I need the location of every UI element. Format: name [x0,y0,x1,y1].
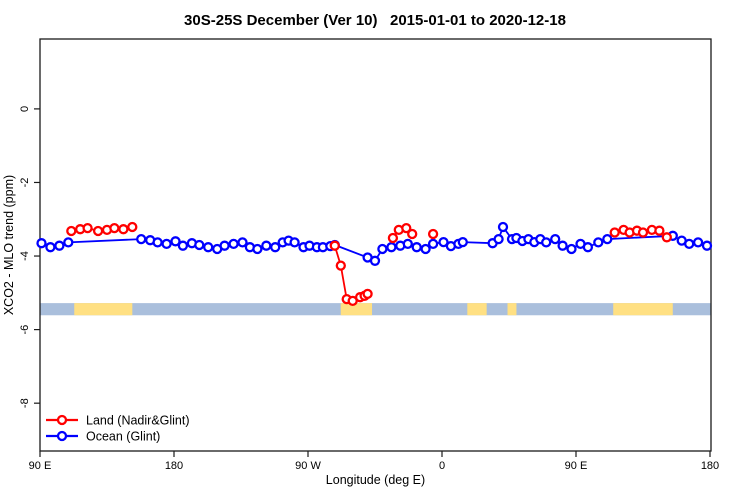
data-point [402,238,413,250]
data-point [289,237,300,248]
data-point [701,240,713,251]
data-point [550,233,561,245]
data-point [386,242,397,253]
data-point [45,242,56,253]
y-tick-label: -6 [19,325,31,335]
y-tick-label: -4 [19,251,31,261]
data-point [54,240,65,251]
data-point [109,222,120,234]
data-point [228,238,239,250]
data-point [637,227,649,238]
data-point [66,225,77,237]
x-axis-label: Longitude (deg E) [326,473,425,487]
data-point [377,243,388,255]
data-point [136,233,147,245]
data-point [219,240,230,251]
data-point [427,228,439,240]
data-point [252,243,263,255]
series-land [66,221,672,307]
data-point [420,243,431,255]
x-tick-label: 90 W [295,460,321,472]
legend-label: Ocean (Glint) [86,430,160,444]
data-point [609,227,620,238]
ocean-strip [40,303,711,316]
data-point [692,237,704,248]
data-point [152,237,163,248]
data-point [582,242,594,253]
data-point [411,242,422,253]
data-point [335,260,346,271]
data-point [329,240,340,251]
data-point [438,236,449,248]
data-point [684,238,695,250]
series-ocean [36,221,713,266]
x-tick-label: 180 [165,460,183,472]
chart-title: 30S-25S December (Ver 10) 2015-01-01 to … [184,12,566,29]
land-strip-segment [613,303,673,316]
data-point [270,242,281,253]
y-tick-label: -2 [19,178,31,188]
data-point [362,288,373,300]
legend: Land (Nadir&Glint) Ocean (Glint) [46,414,190,444]
data-point [593,237,604,248]
data-point [261,240,272,251]
data-point [194,239,205,251]
plot-border [39,38,712,452]
data-point [407,228,418,240]
land-strip-segment [507,303,517,316]
data-point [369,255,381,266]
y-axis-label: XCO2 - MLO trend (ppm) [2,175,16,315]
data-point [237,237,248,248]
data-point [401,222,412,234]
data-point [82,222,93,234]
land-strip-segment [340,303,373,316]
data-point [203,242,214,253]
x-tick-label: 0 [439,460,445,472]
x-tick-label: 90 E [565,460,588,472]
data-point [63,237,74,248]
data-point [127,221,138,233]
x-tick-label: 90 E [29,460,52,472]
data-point [36,238,47,249]
land-strip-segment [74,303,133,316]
data-point [557,240,568,251]
land-strip-segment [467,303,487,316]
y-tick-label: -8 [19,398,31,408]
legend-swatch-marker [56,414,68,426]
legend-swatch-marker [56,430,68,442]
data-point [493,233,504,245]
data-point [541,237,552,248]
data-point [427,238,439,250]
data-point [92,225,104,237]
data-point [170,236,181,247]
data-point [118,224,129,235]
x-tick-label: 180 [701,460,719,472]
y-tick-label: 0 [19,106,31,112]
data-point [661,232,672,243]
data-point [387,232,399,244]
data-point [457,236,468,248]
data-point [566,243,577,255]
data-point [177,240,189,251]
legend-label: Land (Nadir&Glint) [86,414,190,428]
data-point [654,225,665,236]
data-point [497,221,509,233]
data-point [161,238,172,250]
data-point [602,233,613,245]
